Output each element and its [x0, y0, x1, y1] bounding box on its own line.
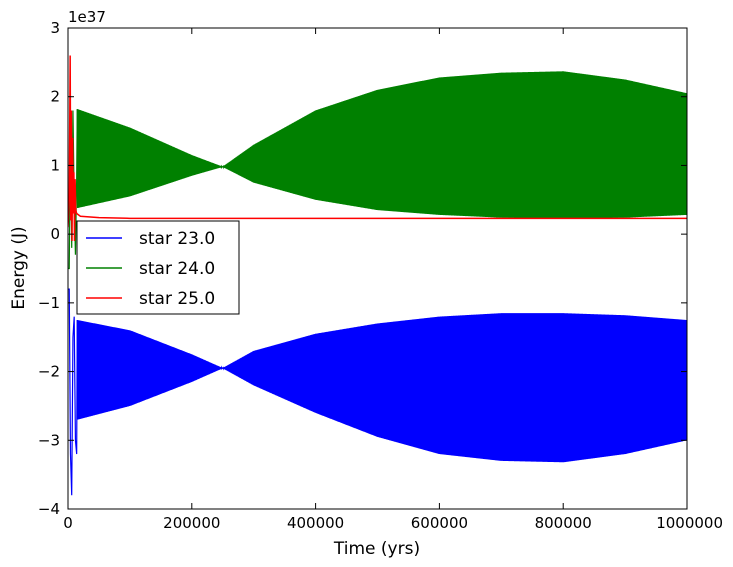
series-early-transient: [68, 288, 78, 496]
series-layer: [68, 55, 687, 496]
y-tick-label: −2: [38, 363, 60, 381]
y-tick-label: 0: [50, 225, 60, 243]
y-tick-label: −4: [38, 500, 60, 518]
x-tick-label: 1000000: [656, 514, 723, 532]
y-tick-label: −3: [38, 431, 60, 449]
x-tick-label: 0: [63, 514, 73, 532]
series-star-25-0: [68, 55, 687, 242]
y-tick-label: 1: [50, 156, 60, 174]
legend-label: star 25.0: [139, 289, 215, 309]
x-tick-label: 400000: [287, 514, 344, 532]
ticks-layer: 0 200000 400000 600000 800000 1000000 −4 −3 −2 −1…: [38, 19, 723, 532]
series-star-23-0: [68, 288, 687, 496]
legend-label: star 24.0: [139, 259, 215, 279]
series-band-line: [76, 313, 687, 463]
legend-entry: star 24.0: [86, 259, 215, 279]
x-axis-label: Time (yrs): [333, 539, 420, 559]
x-tick-label: 200000: [163, 514, 220, 532]
x-tick-label: 800000: [535, 514, 592, 532]
series-band-line: [76, 71, 687, 220]
y-tick-label: −1: [38, 294, 60, 312]
legend-entry: star 23.0: [86, 229, 215, 249]
y-tick-label: 2: [50, 88, 60, 106]
x-tick-label: 600000: [411, 514, 468, 532]
series-line: [68, 55, 687, 242]
legend-label: star 23.0: [139, 229, 215, 249]
plot-frame: [67, 27, 688, 510]
y-tick-label: 3: [50, 19, 60, 37]
y-offset-text: 1e37: [68, 8, 106, 26]
legend-entry: star 25.0: [86, 289, 215, 309]
y-axis-label: Energy (J): [9, 226, 29, 309]
legend: star 23.0 star 24.0 star 25.0: [76, 220, 240, 315]
